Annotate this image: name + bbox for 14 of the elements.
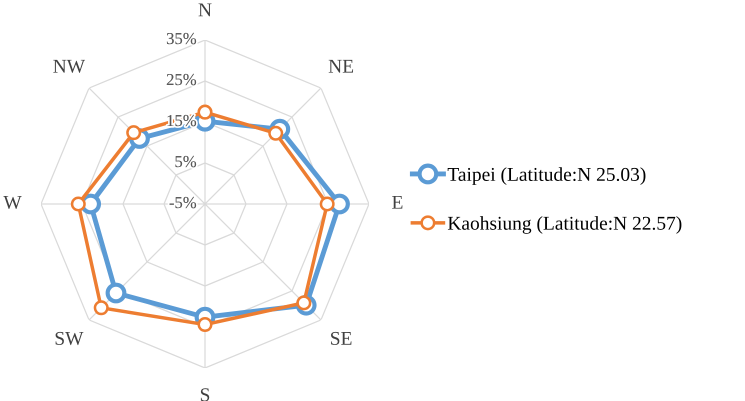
spoke-label: SE (331, 332, 352, 345)
spoke-label: W (3, 196, 22, 209)
legend-label: Kaohsiung (Latitude:N 22.57) (448, 216, 682, 234)
y-tick-label: 5% (175, 156, 196, 168)
spoke-label: NW (53, 60, 86, 73)
y-tick-label: 25% (166, 74, 196, 86)
spoke-label: S (200, 388, 210, 401)
spoke-label: E (392, 196, 402, 209)
spoke-label: N (198, 3, 212, 16)
y-tick-label: -5% (170, 196, 196, 208)
spoke-label: SW (56, 332, 84, 346)
legend-label: Taipei (Latitude:N 25.03) (448, 167, 646, 185)
y-tick-label: 35% (166, 32, 196, 44)
spoke-label: NE (328, 60, 354, 73)
